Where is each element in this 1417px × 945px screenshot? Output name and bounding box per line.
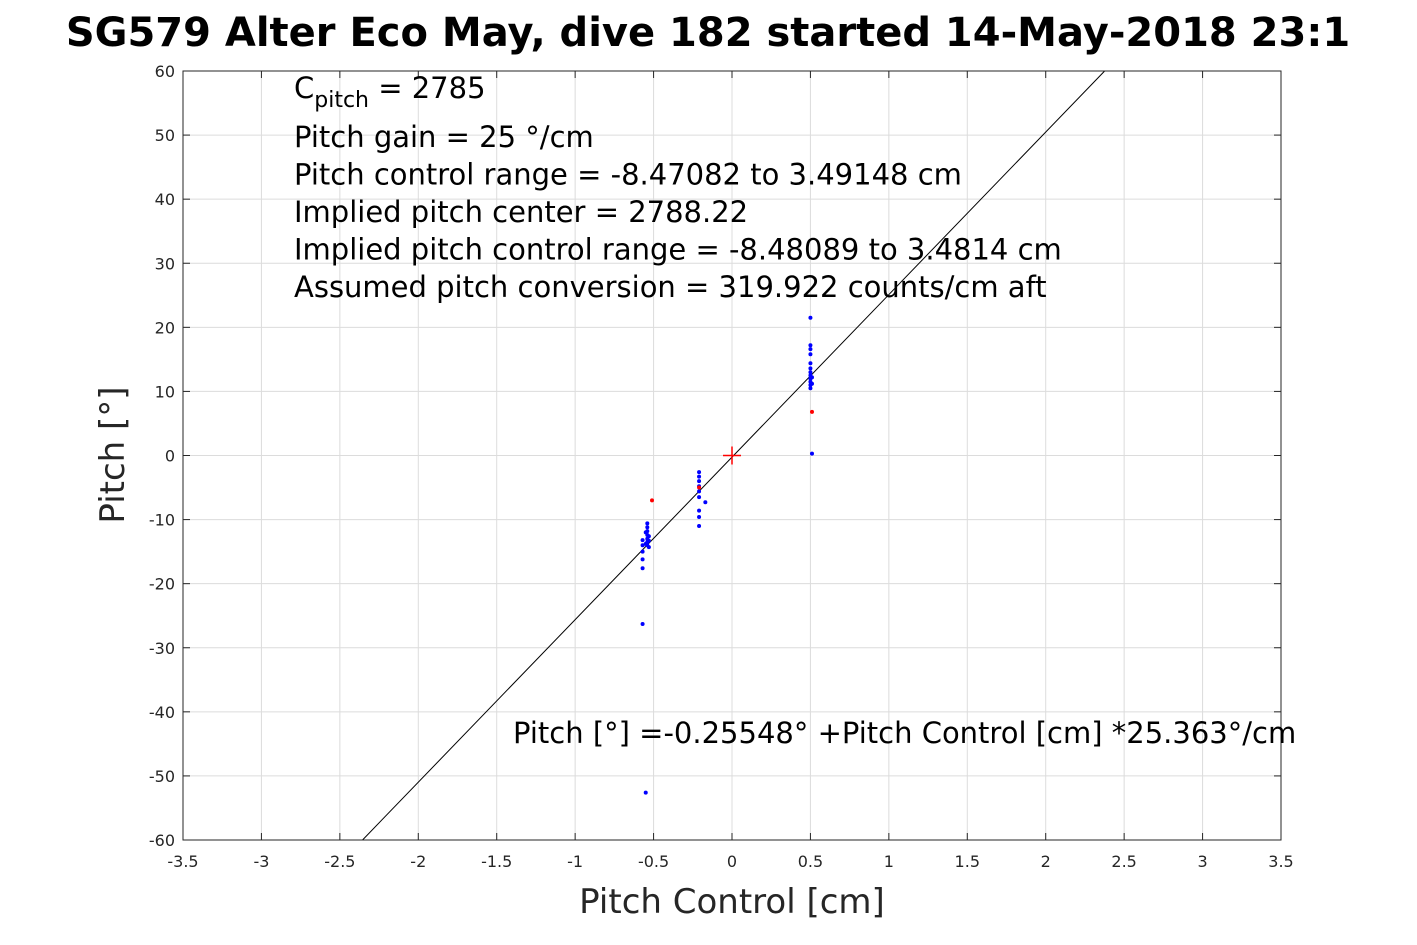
data-point	[809, 381, 814, 386]
x-tick-label: -0.5	[638, 852, 669, 871]
data-point	[643, 790, 648, 795]
data-point	[697, 474, 702, 479]
x-tick-label: 2.5	[1111, 852, 1136, 871]
data-point	[697, 495, 702, 500]
info-line: Pitch gain = 25 °/cm	[294, 120, 594, 154]
data-point	[697, 508, 702, 513]
data-point	[645, 525, 650, 530]
data-point	[640, 557, 645, 562]
data-point	[809, 451, 814, 456]
data-point	[808, 366, 813, 371]
data-point	[645, 521, 650, 526]
fit-equation-label: Pitch [°] =-0.25548° +Pitch Control [cm]…	[513, 716, 1296, 750]
y-axis-label: Pitch [°]	[93, 386, 133, 523]
data-point	[640, 538, 645, 543]
data-point	[697, 470, 702, 475]
y-tick-label: 30	[155, 254, 175, 273]
y-tick-label: -50	[149, 767, 175, 786]
data-point	[697, 489, 702, 494]
x-tick-label: 0.5	[798, 852, 823, 871]
y-tick-label: 20	[155, 318, 175, 337]
chart-title: SG579 Alter Eco May, dive 182 started 14…	[66, 10, 1350, 56]
x-tick-label: -1.5	[481, 852, 512, 871]
y-tick-label: -20	[149, 575, 175, 594]
data-point	[640, 549, 645, 554]
data-marks	[362, 70, 1106, 841]
y-tick-label: -10	[149, 511, 175, 530]
data-point	[640, 566, 645, 571]
x-tick-label: -1	[567, 852, 583, 871]
data-point	[646, 538, 651, 543]
outlier-point	[809, 409, 814, 414]
y-tick-label: -60	[149, 831, 175, 850]
data-point	[808, 361, 813, 366]
data-point	[697, 515, 702, 520]
x-tick-label: 1.5	[955, 852, 980, 871]
c-pitch-annotation: Cpitch = 2785	[294, 71, 486, 113]
data-point	[643, 530, 648, 535]
outlier-point	[697, 485, 702, 490]
y-tick-label: -30	[149, 639, 175, 658]
data-point	[808, 347, 813, 352]
data-point	[808, 343, 813, 348]
x-tick-label: -3	[253, 852, 269, 871]
x-tick-label: 2	[1041, 852, 1051, 871]
c-pitch-value: = 2785	[369, 71, 486, 105]
info-annotations: Pitch gain = 25 °/cm Pitch control range …	[294, 120, 1062, 304]
x-tick-label: 3	[1197, 852, 1207, 871]
data-point	[808, 386, 813, 391]
y-tick-label: 10	[155, 382, 175, 401]
x-tick-label: -2.5	[324, 852, 355, 871]
grid	[182, 70, 1282, 841]
data-point	[643, 541, 648, 546]
data-point	[646, 534, 651, 539]
data-point	[697, 523, 702, 528]
data-point	[640, 622, 645, 627]
y-tick-label: 50	[155, 126, 175, 145]
info-line: Implied pitch control range = -8.48089 t…	[294, 233, 1062, 267]
y-tick-label: 40	[155, 190, 175, 209]
data-point	[809, 375, 814, 380]
x-axis-label: Pitch Control [cm]	[579, 882, 885, 922]
c-pitch-subscript: pitch	[314, 88, 369, 113]
data-point	[646, 545, 651, 550]
x-tick-label: 3.5	[1268, 852, 1293, 871]
info-line: Pitch control range = -8.47082 to 3.4914…	[294, 158, 962, 192]
ticks: -3.5 -3 -2.5 -2 -1.5 -1 -0.5 0 0.5 1 1.5 2 2.5 3 3.5 -6…	[149, 62, 1294, 871]
info-line: Assumed pitch conversion = 319.922 count…	[294, 270, 1047, 304]
data-point	[808, 370, 813, 375]
data-point	[703, 500, 708, 505]
y-tick-label: 0	[165, 447, 175, 466]
x-tick-label: 0	[727, 852, 737, 871]
c-pitch-symbol: C	[294, 71, 314, 105]
y-tick-label: -40	[149, 703, 175, 722]
x-tick-label: 1	[884, 852, 894, 871]
data-point	[808, 352, 813, 357]
x-tick-label: -2	[410, 852, 426, 871]
outlier-point	[650, 498, 655, 503]
info-line: Implied pitch center = 2788.22	[294, 195, 748, 229]
data-point	[640, 543, 645, 548]
data-point	[697, 479, 702, 484]
x-tick-label: -3.5	[167, 852, 198, 871]
y-tick-label: 60	[155, 62, 175, 81]
data-point	[808, 315, 813, 320]
